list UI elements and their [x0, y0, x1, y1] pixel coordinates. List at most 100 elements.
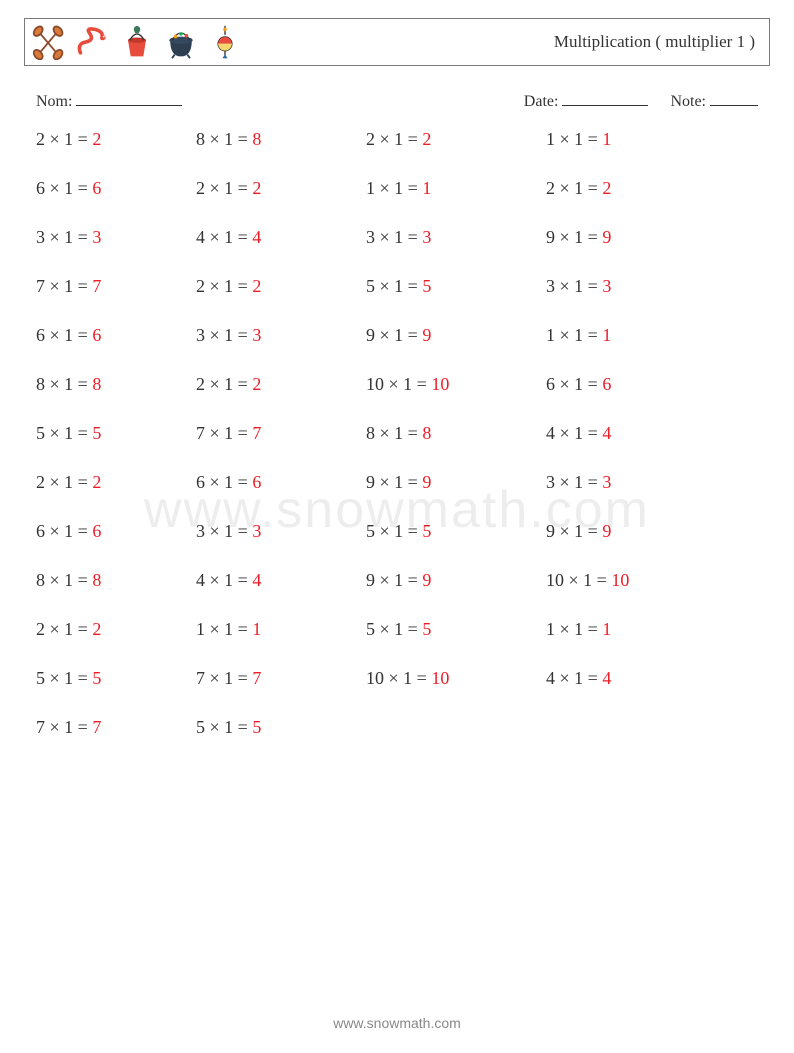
operand-b: 1: [574, 472, 583, 492]
operator: ×: [210, 374, 220, 394]
operand-a: 3: [196, 521, 205, 541]
equals: =: [238, 276, 248, 296]
operator: ×: [389, 668, 399, 688]
answer: 8: [92, 570, 101, 590]
answer: 4: [252, 227, 261, 247]
operator: ×: [210, 521, 220, 541]
equals: =: [588, 423, 598, 443]
operator: ×: [380, 227, 390, 247]
operand-b: 1: [224, 178, 233, 198]
answer: 6: [252, 472, 261, 492]
operand-a: 4: [546, 423, 555, 443]
problems-grid: 2 × 1 = 28 × 1 = 82 × 1 = 21 × 1 = 16 × …: [36, 129, 770, 738]
problem: 9 × 1 = 9: [366, 472, 546, 493]
problem: 8 × 1 = 8: [36, 374, 196, 395]
operand-a: 7: [196, 423, 205, 443]
operand-b: 1: [64, 227, 73, 247]
equals: =: [408, 521, 418, 541]
answer: 2: [92, 619, 101, 639]
operand-a: 6: [196, 472, 205, 492]
equals: =: [78, 668, 88, 688]
equals: =: [588, 521, 598, 541]
equals: =: [408, 619, 418, 639]
operand-b: 1: [394, 178, 403, 198]
equals: =: [78, 227, 88, 247]
problem: 1 × 1 = 1: [546, 325, 716, 346]
problem: 2 × 1 = 2: [366, 129, 546, 150]
operator: ×: [380, 325, 390, 345]
operator: ×: [560, 521, 570, 541]
answer: 4: [602, 668, 611, 688]
problem: 3 × 1 = 3: [196, 521, 366, 542]
operand-b: 1: [574, 668, 583, 688]
equals: =: [238, 178, 248, 198]
cauldron-icon: [163, 24, 199, 60]
equals: =: [588, 472, 598, 492]
operand-a: 3: [546, 276, 555, 296]
equals: =: [408, 472, 418, 492]
operand-a: 4: [196, 570, 205, 590]
operator: ×: [560, 325, 570, 345]
name-blank[interactable]: [76, 90, 182, 106]
operand-a: 10: [546, 570, 564, 590]
equals: =: [238, 325, 248, 345]
note-blank[interactable]: [710, 90, 758, 106]
operand-a: 9: [366, 570, 375, 590]
answer: 5: [252, 717, 261, 737]
answer: 9: [602, 227, 611, 247]
answer: 1: [602, 619, 611, 639]
operand-a: 2: [36, 619, 45, 639]
operator: ×: [50, 619, 60, 639]
problem: 7 × 1 = 7: [36, 276, 196, 297]
problem: 2 × 1 = 2: [196, 276, 366, 297]
answer: 6: [92, 178, 101, 198]
operand-b: 1: [224, 717, 233, 737]
operand-b: 1: [64, 276, 73, 296]
operator: ×: [560, 276, 570, 296]
date-blank[interactable]: [562, 90, 648, 106]
operator: ×: [210, 227, 220, 247]
problem: 5 × 1 = 5: [366, 276, 546, 297]
operand-a: 2: [366, 129, 375, 149]
answer: 2: [252, 374, 261, 394]
answer: 2: [252, 178, 261, 198]
problem: 3 × 1 = 3: [546, 472, 716, 493]
operand-b: 1: [224, 423, 233, 443]
operand-b: 1: [394, 619, 403, 639]
operand-b: 1: [394, 129, 403, 149]
answer: 4: [252, 570, 261, 590]
problem: 2 × 1 = 2: [196, 374, 366, 395]
operand-a: 5: [36, 423, 45, 443]
operand-a: 2: [196, 178, 205, 198]
name-field: Nom:: [36, 90, 182, 111]
problem: 10 × 1 = 10: [546, 570, 716, 591]
equals: =: [238, 374, 248, 394]
operand-a: 7: [196, 668, 205, 688]
operand-b: 1: [224, 472, 233, 492]
operand-a: 4: [196, 227, 205, 247]
equals: =: [238, 423, 248, 443]
answer: 9: [422, 325, 431, 345]
answer: 6: [92, 325, 101, 345]
answer: 2: [422, 129, 431, 149]
operator: ×: [210, 423, 220, 443]
operand-b: 1: [574, 325, 583, 345]
operand-a: 5: [366, 276, 375, 296]
operand-a: 6: [546, 374, 555, 394]
equals: =: [78, 374, 88, 394]
operand-a: 8: [196, 129, 205, 149]
operator: ×: [210, 472, 220, 492]
problem: 2 × 1 = 2: [546, 178, 716, 199]
operand-b: 1: [574, 374, 583, 394]
equals: =: [238, 472, 248, 492]
answer: 3: [252, 521, 261, 541]
operand-a: 6: [36, 325, 45, 345]
operand-a: 10: [366, 668, 384, 688]
operand-b: 1: [64, 472, 73, 492]
operator: ×: [50, 668, 60, 688]
answer: 3: [602, 472, 611, 492]
operator: ×: [380, 619, 390, 639]
operand-a: 5: [366, 619, 375, 639]
problem: 6 × 1 = 6: [196, 472, 366, 493]
operand-a: 1: [546, 619, 555, 639]
